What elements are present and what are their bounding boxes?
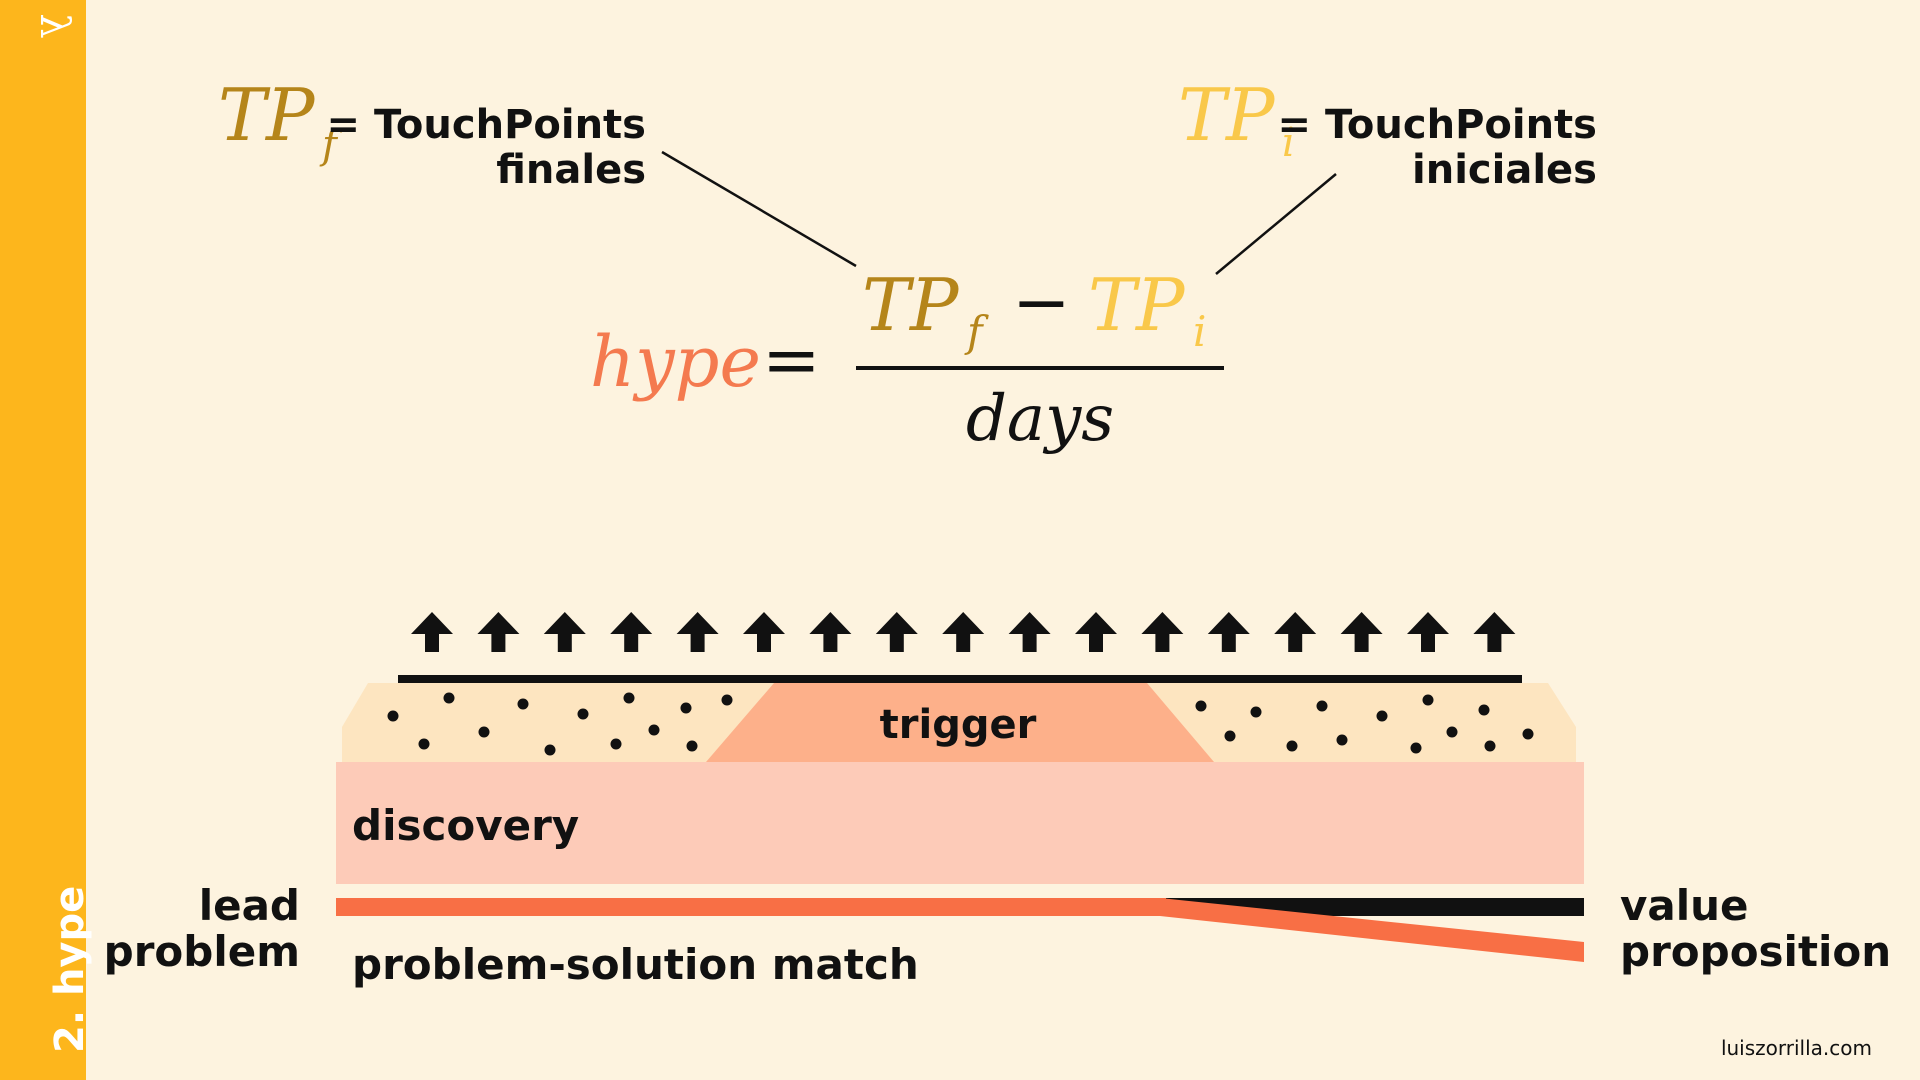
legend-tp-initial-text2: iniciales (1412, 147, 1597, 193)
up-arrow-icon (809, 612, 852, 652)
up-arrow-icon (1473, 612, 1516, 652)
sand-dot (1446, 726, 1458, 738)
up-arrow-icon (1141, 612, 1184, 652)
formula-tp-final: TP (862, 263, 960, 347)
right-label-line1: value (1620, 881, 1749, 930)
formula-tp-final-sub: f (964, 307, 989, 356)
up-arrow-icon (875, 612, 918, 652)
sand-dot (478, 726, 490, 738)
left-label-line2: problem (104, 927, 300, 976)
sand-dot (418, 738, 430, 750)
legend-tp-initial-sub: i (1282, 120, 1295, 166)
top-boundary-line (398, 675, 1522, 683)
formula-equals: = (762, 319, 821, 401)
up-arrow-icon (743, 612, 785, 652)
legend-tp-final-text2: finales (496, 147, 646, 193)
sand-dot (1422, 694, 1434, 706)
left-label-line1: lead (199, 881, 300, 930)
legend-tp-initial-text1: = TouchPoints (1278, 102, 1597, 148)
discovery-layer (336, 762, 1584, 884)
formula-days: days (966, 382, 1114, 456)
formula-minus: − (1012, 261, 1071, 343)
hype-formula: hype = TP f − TP i days (590, 261, 1224, 456)
upward-arrows (411, 612, 1516, 652)
sand-dot (610, 738, 622, 750)
right-label-line2: proposition (1620, 927, 1891, 976)
sand-dot (1410, 742, 1422, 754)
sidebar: λ 2. hype (0, 0, 93, 1080)
sand-dot (1286, 740, 1298, 752)
up-arrow-icon (1340, 612, 1383, 652)
sand-dots (387, 692, 1534, 756)
sand-dot (686, 740, 698, 752)
up-arrow-icon (411, 612, 453, 652)
up-arrow-icon (942, 612, 985, 652)
formula-tp-initial: TP (1088, 263, 1186, 347)
up-arrow-icon (676, 612, 719, 652)
sand-dot (1336, 734, 1348, 746)
lead-problem-line (336, 898, 1166, 916)
connector-final (661, 150, 857, 268)
sand-dot (1478, 704, 1490, 716)
legend-tp-final-symbol: TP (218, 73, 316, 157)
sand-dot (1522, 728, 1534, 740)
sand-dot (544, 744, 556, 756)
footer-url: luiszorrilla.com (1720, 1036, 1872, 1060)
sand-dot (623, 692, 635, 704)
up-arrow-icon (610, 612, 653, 652)
diverging-line (1160, 898, 1584, 962)
sand-dot (1224, 730, 1236, 742)
up-arrow-icon (477, 612, 520, 652)
sand-dot (443, 692, 455, 704)
sand-dot (577, 708, 589, 720)
up-arrow-icon (1008, 612, 1051, 652)
up-arrow-icon (1075, 612, 1117, 652)
sand-dot (387, 710, 399, 722)
up-arrow-icon (543, 612, 586, 652)
sand-dot (680, 702, 692, 714)
sand-dot (1195, 700, 1207, 712)
up-arrow-icon (1274, 612, 1317, 652)
legend-tp-initial: TP i = TouchPoints iniciales (1178, 73, 1597, 193)
connector-initial (1215, 173, 1337, 275)
discovery-label: discovery (352, 801, 579, 850)
trigger-layer (706, 683, 1214, 762)
formula-tp-initial-sub: i (1193, 307, 1206, 356)
up-arrow-icon (1207, 612, 1250, 652)
sand-dot (648, 724, 660, 736)
sand-dot (721, 694, 733, 706)
sand-dot (1484, 740, 1496, 752)
sand-dot (517, 698, 529, 710)
trigger-label: trigger (880, 702, 1037, 748)
problem-solution-label: problem-solution match (352, 940, 919, 989)
legend-tp-final-text1: = TouchPoints (327, 102, 646, 148)
sand-dot (1376, 710, 1388, 722)
sand-dot (1250, 706, 1262, 718)
formula-hype: hype (590, 321, 761, 403)
sand-dot (1316, 700, 1328, 712)
legend-tp-final: TP f = TouchPoints finales (218, 73, 646, 193)
legend-tp-initial-symbol: TP (1178, 73, 1276, 157)
up-arrow-icon (1407, 612, 1449, 652)
